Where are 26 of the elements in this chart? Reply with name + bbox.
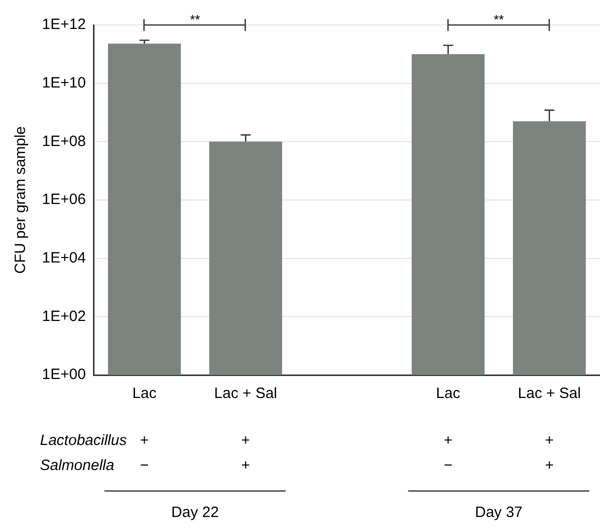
y-tick-label: 1E+04 <box>42 249 86 266</box>
x-tick-label: Lac <box>132 385 158 402</box>
text: − <box>444 457 453 474</box>
text: Salmonella <box>40 457 114 474</box>
text: + <box>241 457 250 474</box>
x-tick-label: Lac + Sal <box>214 385 278 402</box>
text: − <box>140 457 150 474</box>
y-tick-label: 1E+00 <box>42 366 86 384</box>
text: + <box>544 457 554 474</box>
annotation: ** <box>494 12 504 28</box>
y-tick-label: 1E+12 <box>42 16 86 34</box>
y-tick-label: 1E+08 <box>42 132 86 150</box>
x-tick-label: Lac <box>436 385 461 402</box>
text: Lactobacillus <box>40 432 128 450</box>
text: + <box>444 432 453 450</box>
annotation: ** <box>190 12 200 28</box>
text: Day 22 <box>171 504 219 521</box>
text: Day 37 <box>474 504 523 521</box>
text: + <box>544 432 554 450</box>
y-axis-title: CFU per gram sample <box>12 126 30 274</box>
text: + <box>241 432 250 450</box>
y-tick-label: 1E+06 <box>42 191 86 208</box>
y-tick-label: 1E+10 <box>42 74 86 92</box>
text: + <box>140 432 150 450</box>
y-tick-label: 1E+02 <box>42 308 86 325</box>
x-tick-label: Lac + Sal <box>518 385 581 402</box>
